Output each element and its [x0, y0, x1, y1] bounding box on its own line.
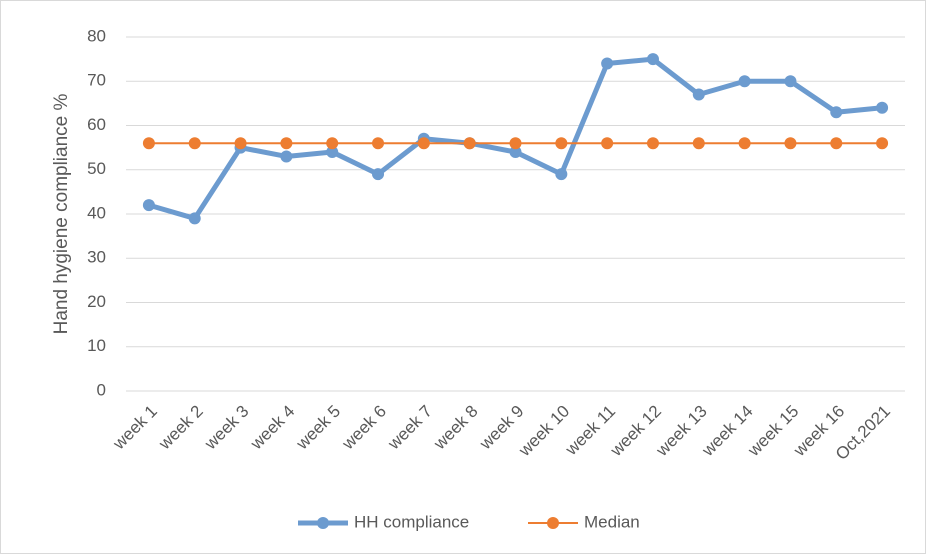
- y-tick-label: 50: [87, 159, 106, 178]
- data-point: [784, 75, 797, 88]
- legend-label: Median: [584, 512, 640, 531]
- data-point: [646, 137, 659, 150]
- data-point: [509, 137, 522, 150]
- data-point: [601, 137, 614, 150]
- y-tick-label: 0: [97, 380, 106, 399]
- data-point: [555, 168, 568, 181]
- data-point: [372, 137, 385, 150]
- data-point: [463, 137, 476, 150]
- data-point: [188, 212, 201, 225]
- data-point: [372, 168, 385, 181]
- data-point: [509, 146, 522, 159]
- data-point: [738, 137, 751, 150]
- data-point: [876, 137, 889, 150]
- legend-marker: [547, 517, 559, 529]
- data-point: [555, 137, 568, 150]
- data-point: [188, 137, 201, 150]
- y-tick-label: 80: [87, 26, 106, 45]
- data-point: [601, 57, 614, 70]
- data-point: [830, 106, 843, 119]
- y-tick-label: 70: [87, 71, 106, 90]
- data-point: [280, 137, 293, 150]
- y-tick-label: 30: [87, 248, 106, 267]
- data-point: [280, 150, 293, 163]
- data-point: [142, 199, 155, 212]
- y-tick-label: 40: [87, 203, 106, 222]
- data-point: [830, 137, 843, 150]
- data-point: [326, 137, 339, 150]
- data-point: [234, 137, 247, 150]
- data-point: [738, 75, 751, 88]
- legend-label: HH compliance: [354, 512, 469, 531]
- y-tick-label: 60: [87, 115, 106, 134]
- legend-marker: [317, 517, 329, 529]
- data-point: [326, 146, 339, 159]
- data-point: [646, 53, 659, 66]
- y-tick-label: 20: [87, 292, 106, 311]
- data-point: [142, 137, 155, 150]
- data-point: [876, 101, 889, 114]
- data-point: [692, 137, 705, 150]
- data-point: [784, 137, 797, 150]
- y-tick-label: 10: [87, 336, 106, 355]
- data-point: [692, 88, 705, 101]
- data-point: [417, 137, 430, 150]
- y-axis-label: Hand hygiene compliance %: [51, 93, 72, 334]
